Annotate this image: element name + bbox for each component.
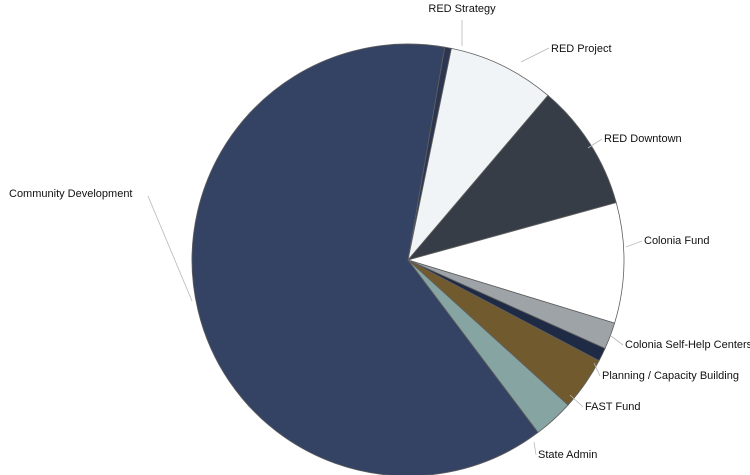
slice-label: State Admin (538, 449, 597, 461)
leader-line (587, 138, 603, 149)
slice-label: Colonia Fund (644, 235, 709, 247)
slice-label: Planning / Capacity Building (602, 370, 739, 382)
leader-line (625, 240, 643, 248)
leader-line (533, 441, 537, 456)
pie-slice-community-development (191, 43, 539, 475)
pie-slices (191, 43, 625, 475)
slice-label: Community Development (9, 188, 133, 200)
slice-labels: RED Strategy RED Project RED Downtown Colon… (9, 3, 750, 461)
leader-line (569, 394, 584, 408)
slice-label: Colonia Self-Help Centers (625, 339, 750, 351)
leader-lines (147, 20, 643, 456)
slice-label: FAST Fund (585, 401, 640, 413)
pie-slice-red-project (407, 47, 549, 261)
leader-line (147, 195, 193, 302)
slice-label: RED Downtown (604, 133, 682, 145)
slice-label: RED Project (551, 43, 612, 55)
leader-line (610, 335, 624, 346)
pie-slice-colonia-fund (406, 202, 625, 324)
leader-line (593, 362, 601, 377)
pie-slice-red-downtown (406, 94, 617, 261)
slice-label: RED Strategy (428, 3, 496, 15)
leader-line (520, 47, 550, 63)
